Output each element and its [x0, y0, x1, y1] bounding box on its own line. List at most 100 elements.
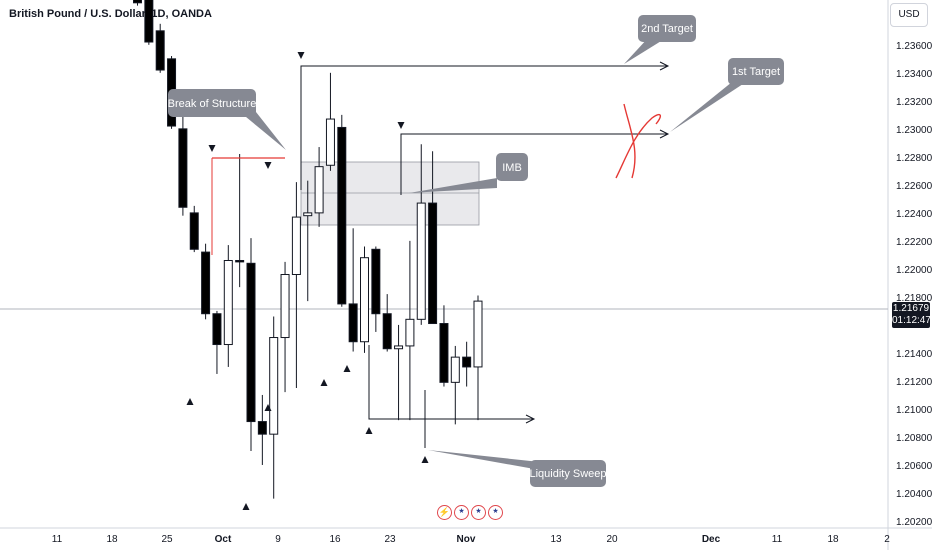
bull-candle [223, 259, 233, 346]
y-tick-label: 1.22800 [896, 153, 932, 164]
sweep-callout [530, 460, 606, 487]
y-tick-label: 1.23200 [896, 97, 932, 108]
target2-arrowhead [659, 61, 670, 71]
candles-layer [133, 0, 483, 499]
x-tick-label: 9 [275, 534, 281, 545]
time-axis[interactable]: 11 18 25 Oct 9 16 23 Nov 13 20 Dec 11 18 2 [52, 534, 890, 545]
chart-title: British Pound / U.S. Dollar, 1D, OANDA [6, 8, 215, 20]
bear-candle [462, 356, 472, 368]
target1-ray [400, 133, 668, 195]
imb-callout [496, 153, 528, 181]
bear-candle [144, 0, 154, 43]
x-tick-label: 25 [161, 534, 173, 545]
bear-candle [235, 259, 245, 263]
bull-candle [450, 356, 460, 383]
x-tick-label: 18 [106, 534, 118, 545]
y-tick-label: 1.20800 [896, 433, 932, 444]
bos-label: Break of Structure [168, 98, 257, 110]
markups-layer: Break of Structure IMB 2nd Target 1st Ta… [168, 15, 784, 487]
y-tick-label: 1.23600 [896, 41, 932, 52]
y-tick-label: 1.21200 [896, 377, 932, 388]
bear-candle [189, 212, 199, 250]
x-tick-label: 11 [772, 534, 783, 545]
sweep-callout-pointer [428, 450, 540, 470]
x-tick-label: Nov [457, 534, 476, 545]
x-tick-label: 16 [329, 534, 341, 545]
bear-candle [155, 30, 165, 71]
bos-callout-pointer [240, 112, 286, 150]
swing-low-marker [320, 379, 328, 386]
y-tick-label: 1.22400 [896, 209, 932, 220]
x-tick-label: 11 [52, 534, 63, 545]
swing-high-marker [264, 162, 272, 169]
scribble-x [615, 103, 662, 179]
bear-candle [201, 251, 211, 315]
x-tick-label: 23 [384, 534, 396, 545]
y-tick-label: 1.20600 [896, 461, 932, 472]
swing-low-marker [365, 427, 373, 434]
swing-low-marker [264, 404, 272, 411]
x-tick-label: 18 [827, 534, 839, 545]
bear-candle [246, 262, 256, 423]
sweep-label: Liquidity Sweep [529, 468, 606, 480]
bear-candle [178, 128, 188, 208]
x-tick-label: 13 [550, 534, 562, 545]
bull-candle [473, 300, 483, 368]
y-tick-label: 1.23000 [896, 125, 932, 136]
sweep-arrowhead [525, 414, 536, 424]
bear-candle [428, 202, 438, 325]
target1-callout-pointer [670, 82, 746, 132]
bear-candle [257, 421, 267, 435]
y-tick-label: 1.20400 [896, 489, 932, 500]
y-tick-label: 1.22000 [896, 265, 932, 276]
y-tick-label: 1.21400 [896, 349, 932, 360]
swing-high-marker [297, 52, 305, 59]
bear-candle [382, 313, 392, 350]
target2-label: 2nd Target [641, 23, 693, 35]
imb-callout-pointer [409, 178, 497, 193]
swing-low-marker [421, 456, 429, 463]
target2-callout-pointer [624, 38, 666, 64]
us-flag-icon[interactable]: ★ [471, 505, 486, 520]
x-tick-label: Dec [702, 534, 721, 545]
bos-callout [168, 89, 256, 117]
bull-candle [303, 212, 313, 217]
swing-high-marker [208, 145, 216, 152]
target2-ray [300, 65, 668, 190]
imbalance-zone [300, 161, 480, 226]
x-tick-label: Oct [215, 534, 232, 545]
bear-candle [348, 303, 358, 343]
us-flag-icon[interactable]: ★ [454, 505, 469, 520]
sweep-ray [368, 345, 534, 420]
bull-candle [405, 318, 415, 347]
imb-label: IMB [502, 162, 522, 174]
y-tick-label: 1.20200 [896, 517, 932, 528]
x-tick-label: 20 [606, 534, 618, 545]
swing-low-marker [242, 503, 250, 510]
bull-candle [280, 274, 290, 339]
bull-candle [394, 345, 404, 350]
target2-callout [638, 15, 696, 42]
bar-countdown: 01:12:47 [892, 315, 931, 326]
bull-candle [416, 202, 426, 320]
lightning-icon[interactable]: ⚡ [437, 505, 452, 520]
x-tick-label: 2 [884, 534, 890, 545]
currency-selector[interactable]: USD [890, 3, 928, 27]
bull-candle [314, 166, 324, 214]
y-tick-label: 1.23400 [896, 69, 932, 80]
swing-low-marker [343, 365, 351, 372]
y-tick-label: 1.21800 [896, 293, 932, 304]
bear-candle [212, 313, 222, 346]
bear-candle [133, 0, 142, 4]
event-icons: ⚡ ★ ★ ★ [437, 505, 503, 520]
bear-candle [439, 323, 449, 383]
bull-candle [325, 118, 335, 166]
us-flag-icon[interactable]: ★ [488, 505, 503, 520]
y-tick-label: 1.22200 [896, 237, 932, 248]
target1-label: 1st Target [732, 66, 780, 78]
target1-callout [728, 58, 784, 85]
last-price-value: 1.21679 [892, 303, 930, 314]
bull-candle [291, 216, 301, 276]
